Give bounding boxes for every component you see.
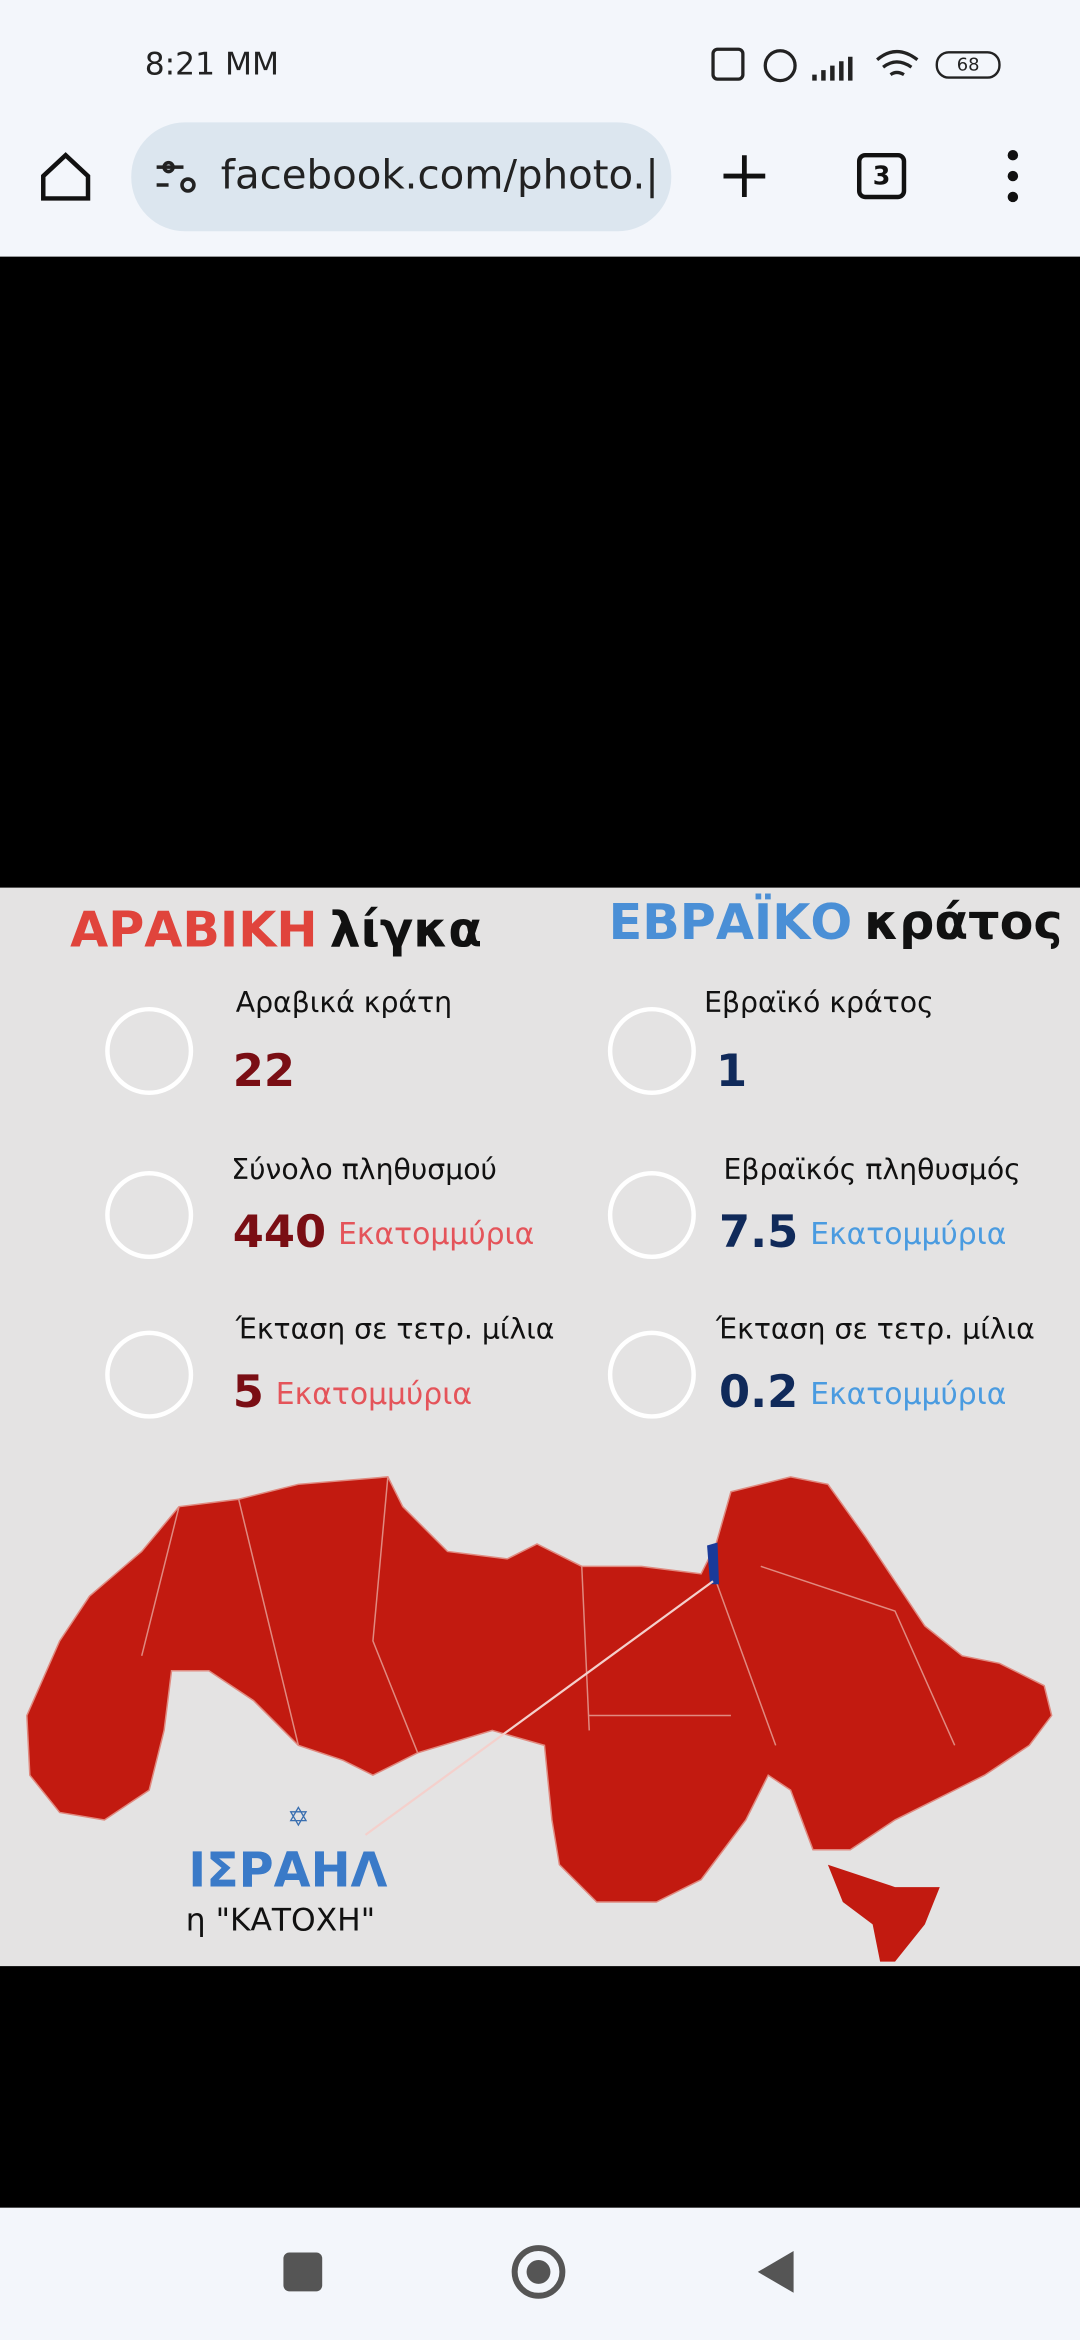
stat-unit: Εκατομμύρια xyxy=(338,1217,534,1252)
stat-number: 7.5 xyxy=(719,1205,798,1258)
stat-number: 5 xyxy=(233,1365,264,1418)
url-bar[interactable] xyxy=(131,122,672,232)
map-caption: η "ΚΑΤΟΧΗ" xyxy=(186,1902,375,1938)
stat-unit: Εκατομμύρια xyxy=(276,1376,472,1411)
stat-label: Αραβικά κράτη xyxy=(236,986,452,1019)
stat-label: Έκταση σε τετρ. μίλια xyxy=(715,1313,1035,1346)
stat-icon xyxy=(105,1330,194,1419)
stat-number: 22 xyxy=(233,1044,295,1097)
map xyxy=(26,1476,1053,1962)
stat-unit: Εκατομμύρια xyxy=(810,1376,1006,1411)
stat-label: Έκταση σε τετρ. μίλια xyxy=(235,1313,555,1346)
stat-value: 5 Εκατομμύρια xyxy=(233,1365,472,1418)
stat-icon xyxy=(607,1171,696,1260)
stat-icon xyxy=(607,1330,696,1419)
stat-value: 1 xyxy=(716,1044,747,1097)
stat-label: Εβραϊκό κράτος xyxy=(704,986,934,1019)
stat-value: 440 Εκατομμύρια xyxy=(233,1205,535,1258)
stat-number: 0.2 xyxy=(719,1365,798,1418)
stat-label: Σύνολο πληθυσμού xyxy=(231,1153,497,1186)
stat-unit: Εκατομμύρια xyxy=(810,1217,1006,1252)
map-label: ΙΣΡΑΗΛ xyxy=(188,1844,387,1899)
site-settings-icon[interactable] xyxy=(156,160,196,193)
section-title: ΕΒΡΑΪΚΟ κράτος xyxy=(609,892,1063,950)
stat-icon xyxy=(105,1006,194,1095)
url-text[interactable]: facebook.com/photo.| xyxy=(221,153,659,199)
stat-number: 1 xyxy=(716,1044,747,1097)
menu-button[interactable] xyxy=(1007,149,1019,203)
home-nav-button[interactable] xyxy=(511,2245,566,2299)
back-button[interactable] xyxy=(757,2251,794,2293)
section-title: ΑΡΑΒΙΚΗ λίγκα xyxy=(70,900,482,958)
stat-value: 22 xyxy=(233,1044,295,1097)
title-sub: λίγκα xyxy=(329,900,482,958)
title-main: ΑΡΑΒΙΚΗ xyxy=(70,900,317,958)
stat-icon xyxy=(607,1006,696,1095)
new-tab-button[interactable] xyxy=(723,155,766,197)
home-button[interactable] xyxy=(41,152,91,201)
status-time: 8:21 MM xyxy=(145,47,279,83)
status-icons xyxy=(711,47,1001,83)
stat-value: 7.5 Εκατομμύρια xyxy=(719,1205,1006,1258)
stat-icon xyxy=(105,1171,194,1260)
infographic-content: ΑΡΑΒΙΚΗ λίγκα Αραβικά κράτη 22 Σύνολο πληθυσ… xyxy=(70,892,1063,1419)
title-sub: κράτος xyxy=(864,892,1062,950)
tab-count[interactable]: 3 xyxy=(873,161,891,191)
star-icon: ✡ xyxy=(287,1802,310,1833)
stat-value: 0.2 Εκατομμύρια xyxy=(719,1365,1006,1418)
recents-button[interactable] xyxy=(283,2252,323,2292)
title-main: ΕΒΡΑΪΚΟ xyxy=(609,892,853,950)
stat-number: 440 xyxy=(233,1205,326,1258)
battery-level: 68 xyxy=(957,55,980,76)
stat-label: Εβραϊκός πληθυσμός xyxy=(723,1153,1020,1186)
tab-switcher[interactable] xyxy=(856,152,907,200)
